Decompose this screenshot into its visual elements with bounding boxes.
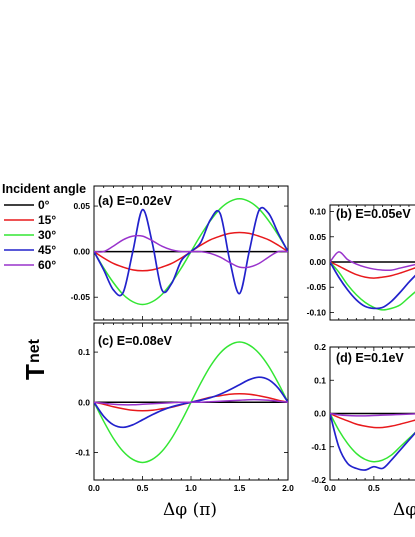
series-line-5 [330, 412, 415, 417]
series-line-5 [330, 251, 415, 272]
y-tick-label: -0.1 [311, 442, 326, 452]
series-line-4 [330, 261, 415, 310]
chart-panel: -0.2 -0.1 0.0 0.1 0.2 0.0 0.5 (d) E=0.1eV [311, 342, 415, 493]
legend-entry-label: 60° [38, 258, 56, 272]
panel-title: (c) E=0.08eV [98, 334, 173, 348]
series-line-3 [330, 413, 415, 463]
series-line-5 [94, 234, 288, 269]
series-line-3 [330, 261, 415, 311]
legend-entry-label: 45° [38, 243, 56, 257]
y-tick-label: 0.05 [309, 232, 326, 242]
panel-title: (b) E=0.05eV [336, 207, 411, 221]
y-tick-label: 0.1 [314, 375, 326, 385]
panel-title: (d) E=0.1eV [336, 351, 404, 365]
x-tick-label: 1.0 [185, 483, 197, 493]
y-tick-label: 0.1 [78, 347, 90, 357]
x-tick-label: 0.0 [88, 483, 100, 493]
ylabel-main: T [20, 364, 50, 380]
x-axis-label: Δφ (π) [163, 500, 217, 520]
y-tick-label: -0.10 [307, 307, 327, 317]
y-axis-label: T net [20, 338, 50, 380]
x-axis-label-right: Δφ [393, 500, 415, 520]
x-tick-label: 0.0 [324, 483, 336, 493]
chart-panel: -0.10 -0.05 0.00 0.05 0.10 (b) E=0.05eV [307, 204, 415, 321]
panel-title: (a) E=0.02eV [98, 194, 173, 208]
y-tick-label: 0.0 [314, 409, 326, 419]
y-tick-label: 0.00 [73, 247, 90, 257]
y-tick-label: -0.2 [311, 475, 326, 485]
y-tick-label: 0.2 [314, 342, 326, 352]
y-tick-label: -0.05 [307, 282, 327, 292]
legend: Incident angle 0°15°30°45°60° [2, 182, 86, 272]
y-tick-label: 0.05 [73, 201, 90, 211]
y-tick-label: -0.05 [71, 292, 91, 302]
legend-entry-label: 0° [38, 198, 50, 212]
x-tick-label: 0.5 [368, 483, 380, 493]
y-tick-label: 0.0 [78, 397, 90, 407]
series-line-2 [330, 261, 415, 279]
y-tick-label: -0.1 [75, 447, 90, 457]
x-tick-label: 0.5 [137, 483, 149, 493]
y-tick-label: 0.00 [309, 257, 326, 267]
chart-panel: -0.05 0.00 0.05 (a) E=0.02eV [71, 185, 289, 321]
legend-entry-label: 30° [38, 228, 56, 242]
legend-title: Incident angle [2, 182, 86, 196]
series-line-2 [330, 412, 415, 429]
series-line-5 [94, 398, 288, 406]
legend-entry-label: 15° [38, 213, 56, 227]
series-line-4 [330, 413, 415, 471]
chart-panel: -0.1 0.0 0.1 0.0 0.5 1.0 1.5 2.0 (c) E=0.08eV [75, 322, 294, 493]
ylabel-sub: net [26, 338, 43, 363]
x-tick-label: 2.0 [282, 483, 294, 493]
x-tick-label: 1.5 [234, 483, 246, 493]
y-tick-label: 0.10 [309, 207, 326, 217]
